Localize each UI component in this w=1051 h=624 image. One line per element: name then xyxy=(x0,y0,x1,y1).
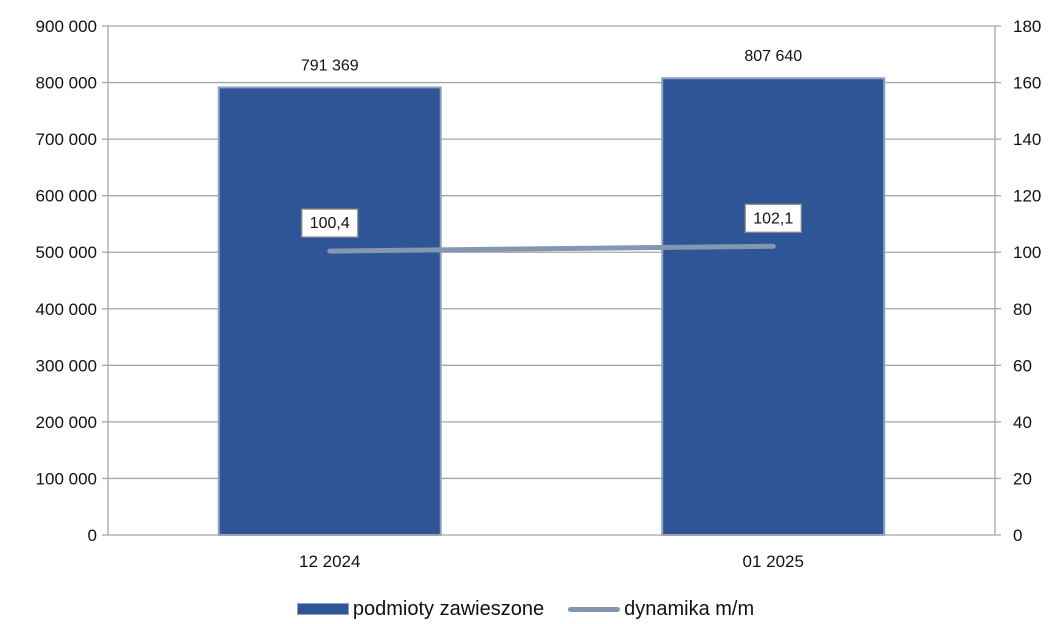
right-tick-label: 0 xyxy=(1013,526,1022,545)
legend-bar-swatch xyxy=(296,603,349,615)
right-tick-label: 160 xyxy=(1013,74,1041,93)
chart-legend: podmioty zawieszone dynamika m/m xyxy=(0,594,1051,624)
legend-item-line: dynamika m/m xyxy=(568,598,754,621)
line-label-box xyxy=(301,208,359,238)
left-tick-label: 900 000 xyxy=(36,17,97,36)
legend-line-label: dynamika m/m xyxy=(624,597,755,620)
legend-bar-label: podmioty zawieszone xyxy=(352,597,545,620)
left-tick-label: 700 000 xyxy=(36,130,97,149)
legend-item-bars: podmioty zawieszone xyxy=(296,597,545,621)
right-tick-label: 80 xyxy=(1013,300,1032,319)
left-tick-label: 600 000 xyxy=(36,187,97,206)
left-tick-label: 800 000 xyxy=(36,74,97,93)
right-tick-label: 180 xyxy=(1013,17,1041,36)
bar-value-label: 807 640 xyxy=(744,48,802,65)
left-tick-label: 0 xyxy=(88,526,97,545)
right-tick-label: 20 xyxy=(1013,469,1032,488)
right-tick-label: 140 xyxy=(1013,130,1041,149)
bar-value-label: 791 369 xyxy=(301,57,359,74)
left-tick-label: 300 000 xyxy=(36,356,97,375)
left-tick-label: 500 000 xyxy=(36,243,97,262)
chart-canvas: 0 100 000 200 000 300 000 400 000 500 000 600 … xyxy=(36,17,1042,571)
left-tick-label: 400 000 xyxy=(36,300,97,319)
bar xyxy=(217,86,442,537)
legend-line-swatch xyxy=(568,606,621,612)
line-series xyxy=(327,243,776,254)
right-tick-label: 60 xyxy=(1013,356,1032,375)
left-tick-label: 100 000 xyxy=(36,469,97,488)
category-label: 12 2024 xyxy=(299,552,360,571)
right-tick-label: 100 xyxy=(1013,243,1041,262)
right-tick-label: 40 xyxy=(1013,413,1032,432)
line-value-label: 100,4 xyxy=(310,215,350,232)
line-value-label: 102,1 xyxy=(753,210,793,227)
category-label: 01 2025 xyxy=(743,552,804,571)
left-tick-label: 200 000 xyxy=(36,413,97,432)
line-label-box xyxy=(744,203,802,233)
bar xyxy=(661,77,886,536)
right-tick-label: 120 xyxy=(1013,187,1041,206)
